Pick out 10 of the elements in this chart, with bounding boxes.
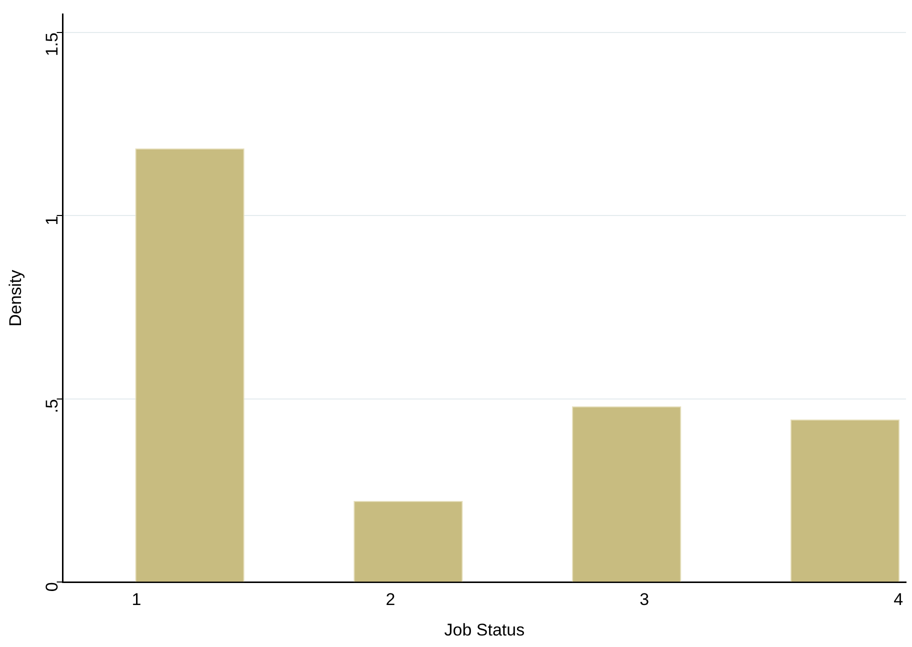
y-tick-label: .5: [42, 398, 62, 414]
y-axis-title: Density: [6, 269, 25, 327]
x-axis-title: Job Status: [444, 620, 525, 640]
y-tick-label: 1.5: [42, 32, 62, 56]
y-tick-label: 0: [42, 582, 62, 592]
x-tick-label: 1: [132, 590, 142, 610]
y-tick-label: 1: [42, 216, 62, 226]
x-tick-label: 3: [640, 590, 650, 610]
x-tick-label: 4: [894, 590, 904, 610]
x-tick-label: 2: [386, 590, 396, 610]
